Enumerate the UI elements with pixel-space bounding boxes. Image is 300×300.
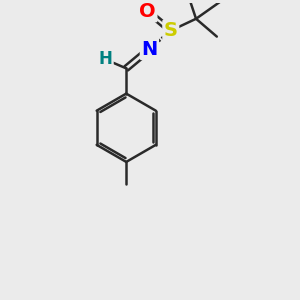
Text: N: N — [141, 40, 158, 58]
Text: H: H — [98, 50, 112, 68]
Text: S: S — [164, 21, 178, 40]
Text: O: O — [139, 2, 156, 21]
